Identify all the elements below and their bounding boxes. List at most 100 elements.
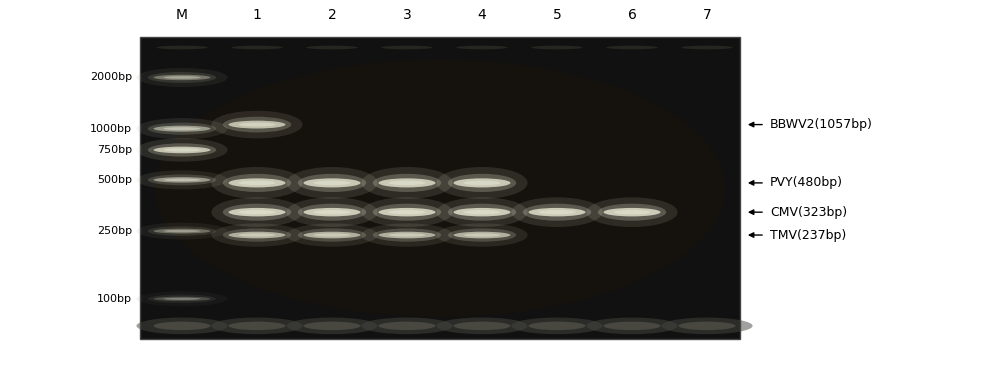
Ellipse shape: [286, 223, 378, 247]
Ellipse shape: [136, 68, 228, 87]
Ellipse shape: [223, 174, 291, 192]
Ellipse shape: [373, 228, 441, 242]
Ellipse shape: [286, 318, 378, 334]
Ellipse shape: [304, 178, 360, 187]
Ellipse shape: [456, 46, 508, 49]
Text: 1000bp: 1000bp: [90, 124, 132, 134]
Ellipse shape: [304, 232, 360, 238]
Text: 2: 2: [328, 8, 336, 22]
Ellipse shape: [136, 138, 228, 162]
Ellipse shape: [211, 223, 303, 247]
Ellipse shape: [298, 174, 366, 192]
Ellipse shape: [681, 46, 733, 49]
Text: 5: 5: [553, 8, 561, 22]
Ellipse shape: [304, 322, 360, 330]
Ellipse shape: [211, 197, 303, 227]
Text: 2000bp: 2000bp: [90, 72, 132, 82]
Ellipse shape: [463, 233, 501, 237]
Ellipse shape: [211, 318, 303, 334]
Ellipse shape: [136, 170, 228, 189]
Ellipse shape: [154, 229, 211, 234]
Ellipse shape: [448, 174, 516, 192]
Ellipse shape: [154, 177, 211, 183]
Text: 100bp: 100bp: [97, 294, 132, 304]
Text: 6: 6: [628, 8, 636, 22]
Ellipse shape: [304, 208, 360, 216]
Ellipse shape: [223, 204, 291, 221]
Ellipse shape: [378, 322, 436, 330]
Ellipse shape: [228, 178, 286, 187]
Text: BBWV2(1057bp): BBWV2(1057bp): [770, 118, 873, 131]
Text: 3: 3: [403, 8, 411, 22]
Ellipse shape: [448, 204, 516, 221]
Ellipse shape: [148, 226, 216, 236]
Ellipse shape: [286, 197, 378, 227]
Ellipse shape: [538, 210, 576, 214]
Ellipse shape: [148, 143, 216, 156]
Ellipse shape: [373, 174, 441, 192]
Text: M: M: [176, 8, 188, 22]
Ellipse shape: [436, 167, 528, 199]
Text: 4: 4: [478, 8, 486, 22]
Ellipse shape: [378, 178, 436, 187]
Ellipse shape: [388, 181, 426, 185]
Ellipse shape: [231, 46, 283, 49]
Ellipse shape: [511, 197, 603, 227]
Text: 250bp: 250bp: [97, 226, 132, 236]
Ellipse shape: [373, 204, 441, 221]
Ellipse shape: [163, 127, 201, 130]
Ellipse shape: [154, 297, 211, 301]
Ellipse shape: [313, 210, 351, 214]
Ellipse shape: [238, 210, 276, 214]
Ellipse shape: [381, 46, 433, 49]
Ellipse shape: [163, 148, 201, 152]
Ellipse shape: [163, 179, 201, 181]
Ellipse shape: [604, 208, 660, 216]
Ellipse shape: [238, 181, 276, 185]
Ellipse shape: [361, 223, 453, 247]
Ellipse shape: [436, 197, 528, 227]
Ellipse shape: [613, 210, 651, 214]
Ellipse shape: [361, 167, 453, 199]
Ellipse shape: [211, 111, 303, 138]
Ellipse shape: [586, 318, 678, 334]
FancyBboxPatch shape: [140, 37, 740, 339]
Ellipse shape: [528, 322, 586, 330]
Ellipse shape: [531, 46, 583, 49]
Ellipse shape: [228, 208, 286, 216]
Ellipse shape: [313, 233, 351, 237]
Ellipse shape: [136, 118, 228, 139]
Ellipse shape: [154, 146, 211, 153]
Ellipse shape: [148, 175, 216, 185]
Ellipse shape: [136, 318, 228, 334]
Ellipse shape: [523, 204, 591, 221]
Ellipse shape: [148, 72, 216, 83]
Ellipse shape: [388, 210, 426, 214]
Ellipse shape: [154, 322, 211, 330]
Ellipse shape: [154, 75, 211, 80]
Ellipse shape: [454, 178, 511, 187]
Ellipse shape: [228, 121, 286, 128]
Ellipse shape: [454, 208, 511, 216]
Ellipse shape: [286, 167, 378, 199]
Ellipse shape: [463, 210, 501, 214]
Ellipse shape: [361, 318, 453, 334]
Ellipse shape: [163, 230, 201, 232]
Ellipse shape: [378, 208, 436, 216]
Ellipse shape: [661, 318, 753, 334]
Ellipse shape: [148, 123, 216, 135]
Ellipse shape: [454, 232, 511, 238]
Ellipse shape: [306, 46, 358, 49]
Ellipse shape: [528, 208, 586, 216]
Ellipse shape: [361, 197, 453, 227]
Ellipse shape: [454, 322, 511, 330]
Ellipse shape: [238, 123, 276, 127]
Ellipse shape: [436, 223, 528, 247]
Ellipse shape: [298, 228, 366, 242]
Ellipse shape: [586, 197, 678, 227]
Ellipse shape: [606, 46, 658, 49]
Ellipse shape: [604, 322, 660, 330]
Ellipse shape: [298, 204, 366, 221]
Text: 1: 1: [253, 8, 261, 22]
Text: 7: 7: [703, 8, 711, 22]
